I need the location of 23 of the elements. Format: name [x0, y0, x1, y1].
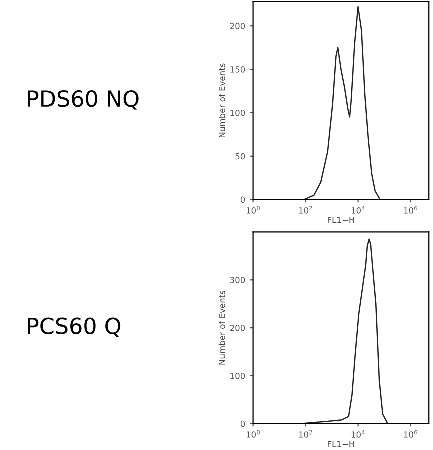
y-tick-label: 0 [240, 196, 246, 204]
text: PDS60 NQ [28, 90, 139, 110]
y-tick-label: 200 [230, 325, 246, 332]
y-tick-label: 100 [230, 372, 246, 380]
x-tick-label: 10$^{4}$ [352, 206, 366, 214]
x-tick-label: 10$^{0}$ [246, 206, 260, 214]
y-axis-title: Number of Events [218, 64, 226, 138]
y-tick-label: 150 [230, 66, 246, 73]
y-tick-label: 0 [240, 420, 246, 428]
y-axis-title: Number of Events [218, 290, 226, 365]
x-axis-title: FL1−H [328, 441, 354, 448]
x-tick-label: 10$^{4}$ [352, 430, 366, 438]
x-tick-label: 10$^{2}$ [299, 430, 312, 438]
x-tick-label: 10$^{6}$ [404, 430, 418, 438]
x-tick-label: 10$^{2}$ [299, 206, 312, 214]
y-tick-label: 50 [236, 153, 246, 160]
y-tick-label: 300 [230, 277, 246, 284]
y-tick-label: 100 [230, 110, 246, 116]
x-axis-title: FL1−H [328, 217, 354, 224]
x-tick-label: 10$^{0}$ [246, 430, 260, 438]
text: PCS60 Q [28, 318, 121, 338]
x-tick-label: 10$^{6}$ [404, 206, 418, 214]
y-tick-label: 200 [230, 23, 246, 30]
